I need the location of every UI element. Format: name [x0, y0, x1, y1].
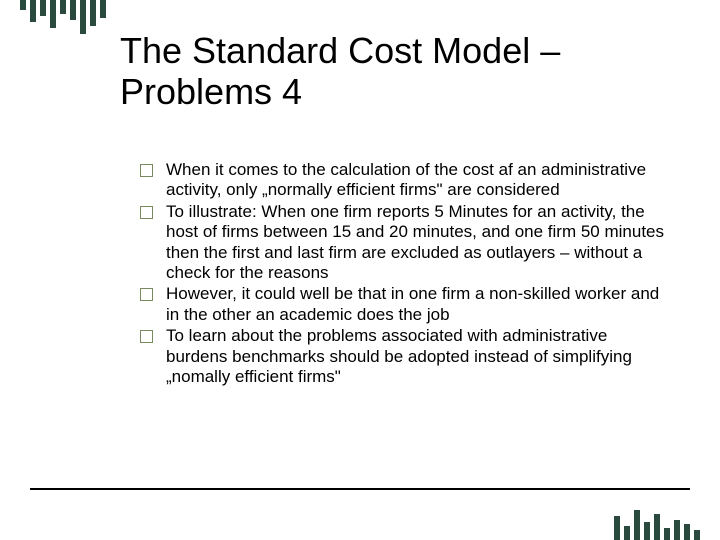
decoration-top-bars	[20, 0, 106, 34]
bullet-item: To learn about the problems associated w…	[140, 326, 670, 387]
slide: The Standard Cost Model – Problems 4 Whe…	[0, 0, 720, 540]
slide-title: The Standard Cost Model – Problems 4	[120, 30, 680, 113]
decoration-bottom-bars	[614, 510, 700, 540]
bullet-item: To illustrate: When one firm reports 5 M…	[140, 202, 670, 284]
bullet-item: However, it could well be that in one fi…	[140, 284, 670, 325]
bullet-item: When it comes to the calculation of the …	[140, 160, 670, 201]
bullet-list: When it comes to the calculation of the …	[140, 160, 670, 388]
divider-line	[30, 488, 690, 490]
